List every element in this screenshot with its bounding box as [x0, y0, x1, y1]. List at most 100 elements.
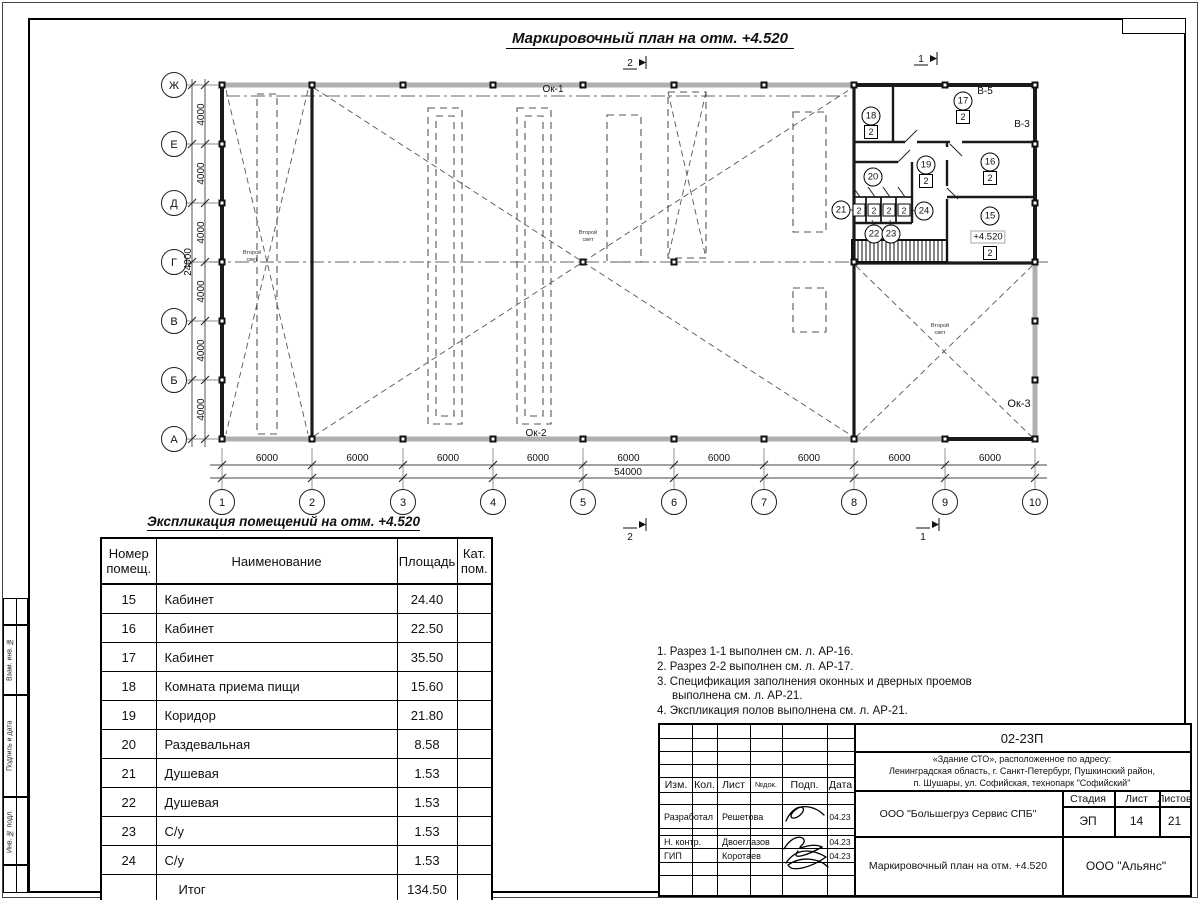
drawing-graphic	[672, 437, 676, 441]
dim-label: 4000	[196, 221, 207, 244]
drawing-graphic	[792, 287, 827, 333]
stair	[851, 239, 948, 263]
dim-label: 6000	[346, 453, 369, 464]
cell-divider	[16, 798, 17, 864]
table-cell: 134.50	[396, 874, 458, 900]
drawing-name: Маркировочный план на отм. +4.520	[868, 859, 1048, 872]
second-light-label: Второй	[579, 229, 597, 236]
tb-line	[660, 804, 854, 805]
note-item: 1. Разрез 1-1 выполнен см. л. АР-16.	[657, 646, 854, 658]
tb-header-cell: Изм.	[664, 778, 688, 791]
room-cat-15: 2	[983, 246, 997, 260]
tb-line	[1062, 806, 1190, 808]
grid-axis-label: Е	[170, 139, 177, 151]
drawing-graphic: 15 Кабинет 24.40 16 Кабинет 22.50 17 Кабинет 35.…	[100, 583, 493, 900]
tb-header-cell: №док.	[755, 780, 777, 789]
tb-line	[692, 725, 693, 895]
drawing-graphic	[435, 115, 455, 417]
drawing-graphic	[217, 460, 227, 470]
drawing-graphic	[897, 186, 906, 198]
tb-line	[660, 764, 854, 765]
grid-axis-circle	[209, 489, 235, 515]
tb-line	[1159, 790, 1161, 836]
second-light-label: Второй	[931, 322, 949, 329]
elevation-mark: +4.520	[970, 230, 1006, 244]
dim-label: 4000	[196, 398, 207, 421]
table-row: 22 Душевая 1.53	[100, 787, 493, 817]
window-label-ok3: Ок-3	[1007, 398, 1030, 410]
drawing-graphic	[220, 378, 224, 382]
table-cell: 16	[100, 613, 157, 643]
grid-axis-circle	[1022, 489, 1048, 515]
plan-title-text: Маркировочный план на отм. +4.520	[506, 30, 794, 49]
drawing-graphic	[849, 473, 859, 483]
table-header-cell: Кат. пом.	[456, 537, 493, 585]
drawing-graphic	[581, 437, 585, 441]
sign-name: Двоеглазов	[722, 836, 770, 847]
dim-label: 6000	[256, 453, 279, 464]
drawing-graphic	[1033, 378, 1037, 382]
grid-axis-circle	[390, 489, 416, 515]
drawing-graphic	[200, 139, 210, 149]
drawing-graphic	[220, 260, 224, 264]
drawing-graphic	[932, 521, 939, 528]
drawing-graphic	[1030, 473, 1040, 483]
table-cell: 15.60	[396, 671, 458, 701]
drawing-graphic	[200, 198, 210, 208]
grid-axis-label: 3	[400, 497, 406, 509]
table-cell	[456, 583, 493, 614]
drawing-graphic	[187, 316, 197, 326]
grid-axis-label: Д	[170, 198, 178, 210]
note-item: 3. Спецификация заполнения оконных и две…	[657, 676, 972, 702]
drawing-graphic	[225, 89, 309, 435]
drawing-graphic	[762, 437, 766, 441]
drawing-graphic	[187, 375, 197, 385]
table-header-cell: Номер помещ.	[100, 537, 157, 585]
dim-total-label: 54000	[614, 467, 642, 478]
table-cell	[456, 642, 493, 672]
company-name: ООО "Большегруз Сервис СПБ"	[879, 807, 1037, 820]
table-cell	[100, 874, 157, 900]
table-header-cell: Наименование	[155, 537, 398, 585]
tb-line	[660, 751, 854, 752]
dim-label: 6000	[527, 453, 550, 464]
grid-axis-label: 9	[942, 497, 948, 509]
tb-line	[660, 777, 854, 778]
tb-line	[660, 738, 854, 739]
drawing-frame	[28, 18, 1186, 893]
dim-label: 4000	[196, 162, 207, 185]
grid-axis-circle	[161, 131, 187, 157]
drawing-graphic	[488, 460, 498, 470]
drawing-graphic	[930, 55, 937, 62]
doc-number: 02-23П	[1000, 731, 1044, 746]
explication-title: Экспликация помещений на отм. +4.520	[147, 513, 420, 531]
drawing-graphic: 1	[918, 54, 924, 65]
table-cell	[456, 700, 493, 730]
table-cell: Комната приема пищи	[155, 671, 398, 701]
grid-axis-label: 1	[219, 497, 225, 509]
table-cell: 35.50	[396, 642, 458, 672]
room-marker-21: 21	[831, 200, 851, 220]
drawing-graphic	[217, 473, 227, 483]
drawing-graphic	[256, 93, 278, 435]
drawing-graphic	[398, 460, 408, 470]
table-cell: Коридор	[155, 700, 398, 730]
drawing-graphic	[946, 187, 959, 200]
grid-axis-circle	[480, 489, 506, 515]
frame-side-cell: Подпись и дата	[3, 695, 28, 797]
table-cell: 22.50	[396, 613, 458, 643]
grid-axis-label: Ж	[169, 80, 179, 92]
room-cat-18: 2	[864, 125, 878, 139]
plan-title: Маркировочный план на отм. +4.520	[350, 30, 950, 49]
drawing-graphic	[1033, 319, 1037, 323]
cell-divider	[16, 599, 17, 624]
tb-line	[782, 725, 783, 895]
sheet-number: 14	[1129, 814, 1144, 828]
table-row: 15 Кабинет 24.40	[100, 583, 493, 614]
note-item: 2. Разрез 2-2 выполнен см. л. АР-17.	[657, 661, 854, 673]
drawing-graphic	[310, 83, 314, 87]
table-cell: 1.53	[396, 758, 458, 788]
drawing-graphic	[491, 437, 495, 441]
table-cell: Итог	[155, 874, 398, 900]
